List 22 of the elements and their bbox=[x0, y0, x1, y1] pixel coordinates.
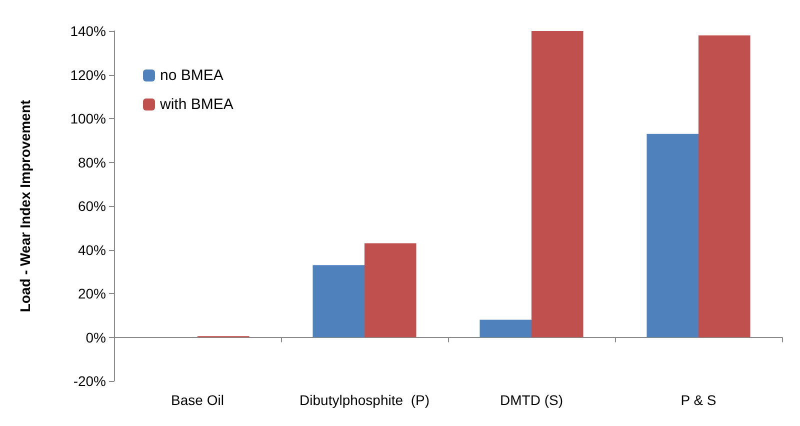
bar bbox=[698, 35, 750, 338]
x-tick-label: Dibutylphosphite (P) bbox=[300, 392, 430, 408]
x-tick-label: Base Oil bbox=[171, 392, 224, 408]
y-axis-title: Load - Wear Index Improvement bbox=[17, 100, 33, 312]
y-tick-label: 140% bbox=[70, 23, 106, 39]
bar bbox=[480, 320, 532, 338]
x-tick-label: P & S bbox=[680, 392, 716, 408]
y-tick-label: 40% bbox=[78, 242, 106, 258]
y-tick-label: 100% bbox=[70, 110, 106, 126]
bar bbox=[364, 243, 416, 338]
y-tick-label: 120% bbox=[70, 66, 106, 83]
bar bbox=[312, 265, 364, 338]
y-tick-label: 0% bbox=[86, 329, 106, 346]
y-tick-label: 80% bbox=[78, 154, 106, 170]
bar bbox=[646, 134, 698, 338]
bar bbox=[532, 31, 584, 338]
x-tick-label: DMTD (S) bbox=[500, 392, 563, 408]
y-tick-label: 60% bbox=[78, 198, 106, 214]
y-tick-label: -20% bbox=[73, 373, 106, 389]
y-tick-label: 20% bbox=[78, 286, 106, 302]
legend-label: no BMEA bbox=[160, 67, 224, 84]
legend-label: with BMEA bbox=[159, 96, 234, 113]
